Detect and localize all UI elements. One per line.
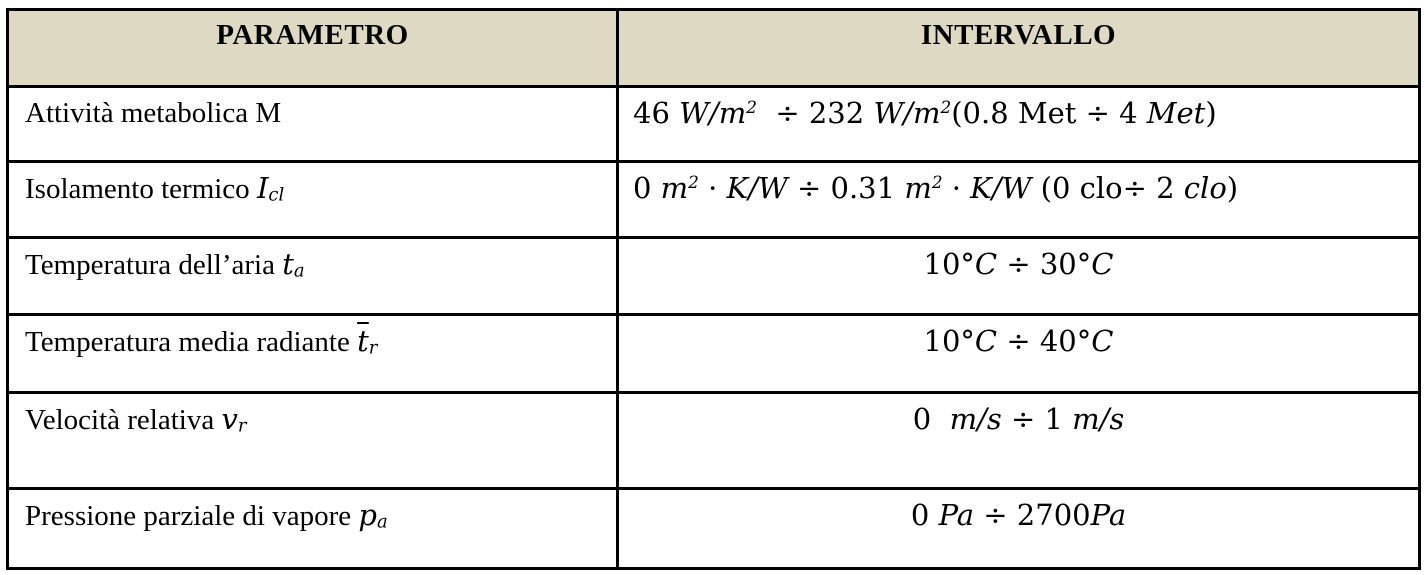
text-segment: m/s [949,402,1002,436]
cell-intervallo: 46 W/m2 ÷ 232 W/m2(0.8 Met ÷ 4 Met) [616,85,1421,163]
text-segment: a [293,260,305,282]
text-segment: clo [1183,171,1227,205]
table-row: Isolamento termico Icl 0 m2 · K/W ÷ 0.31… [6,160,1421,239]
text-segment: 10° [923,324,975,358]
text-segment: W/m [679,96,747,130]
table-row: Attività metabolica M 46 W/m2 ÷ 232 W/m2… [6,85,1421,163]
text-segment: ÷ 1 [1001,402,1073,436]
text-segment: ÷ 40° [997,324,1092,358]
text-segment: ) [1205,96,1217,130]
text-segment: ÷ 232 [756,96,874,130]
table-body: Attività metabolica M 46 W/m2 ÷ 232 W/m2… [6,85,1421,570]
column-header-intervallo: INTERVALLO [616,8,1421,88]
text-segment: 10° [923,247,975,281]
text-segment: 2 [931,171,943,192]
cell-parametro: Pressione parziale di vapore pa [6,487,619,570]
text-segment: p [358,498,377,532]
cell-intervallo: 10°C ÷ 30°C [616,236,1421,316]
text-segment: a [376,511,388,533]
text-segment: Isolamento termico [25,173,257,205]
table-row: Pressione parziale di vapore pa 0 Pa ÷ 2… [6,487,1421,570]
text-segment: 2 [746,96,757,117]
text-segment: t [282,247,294,281]
text-segment: Attività metabolica M [25,97,282,129]
text-segment: C [1091,324,1114,358]
table-row: Temperatura media radiante tr 10°C ÷ 40°… [6,313,1421,394]
cell-parametro: Temperatura dell’aria ta [6,236,619,316]
text-segment: K/W [970,171,1032,205]
text-segment: 46 [633,96,680,130]
text-segment: (0.8 Met ÷ 4 [951,96,1147,130]
text-segment: cl [268,184,285,206]
text-segment: 0 [910,498,939,532]
text-segment: Pa [1090,498,1127,532]
header-row: PARAMETRO INTERVALLO [6,8,1421,88]
text-segment: ÷ 2700 [974,498,1091,532]
text-segment: Pa [938,498,975,532]
text-segment: Temperatura dell’aria [25,249,283,281]
cell-parametro: Isolamento termico Icl [6,160,619,239]
text-segment: Velocità relativa [25,404,222,436]
table-row: Temperatura dell’aria ta 10°C ÷ 30°C [6,236,1421,316]
parameters-table: PARAMETRO INTERVALLO Attività metabolica… [6,8,1421,570]
text-segment: ) [1226,171,1239,205]
text-segment: ÷ 30° [997,247,1092,281]
text-segment: 0 [633,171,661,205]
cell-intervallo: 10°C ÷ 40°C [616,313,1421,394]
text-segment: W/m [873,96,941,130]
text-segment: m [904,171,932,205]
text-segment: 0 [912,402,950,436]
column-header-parametro: PARAMETRO [6,8,619,88]
cell-parametro: Attività metabolica M [6,85,619,163]
text-segment: · [942,171,971,205]
cell-intervallo: 0 Pa ÷ 2700Pa [616,487,1421,570]
text-segment: · [698,171,727,205]
text-segment: C [974,324,998,358]
text-segment: t [357,324,369,358]
text-segment: m/s [1072,402,1125,436]
text-segment: I [256,171,269,205]
text-segment: 2 [688,171,699,192]
cell-intervallo: 0 m/s ÷ 1 m/s [616,391,1421,490]
text-segment: K/W [726,171,788,205]
cell-parametro: Velocità relativa vr [6,391,619,490]
text-segment: ÷ 0.31 [787,171,905,205]
text-segment: Pressione parziale di vapore [25,500,359,532]
table-row: Velocità relativa vr 0 m/s ÷ 1 m/s [6,391,1421,490]
text-segment: r [368,337,378,359]
text-segment: Temperatura media radiante [25,326,358,358]
cell-parametro: Temperatura media radiante tr [6,313,619,394]
text-segment: v [221,402,238,436]
text-segment: r [237,415,247,437]
text-segment: 2 [940,96,952,117]
text-segment: C [974,247,998,281]
text-segment: C [1091,247,1114,281]
table-header: PARAMETRO INTERVALLO [6,8,1421,88]
cell-intervallo: 0 m2 · K/W ÷ 0.31 m2 · K/W (0 clo÷ 2 clo… [616,160,1421,239]
text-segment: m [660,171,689,205]
text-segment: (0 clo÷ 2 [1031,171,1184,205]
text-segment: Met [1146,96,1206,130]
